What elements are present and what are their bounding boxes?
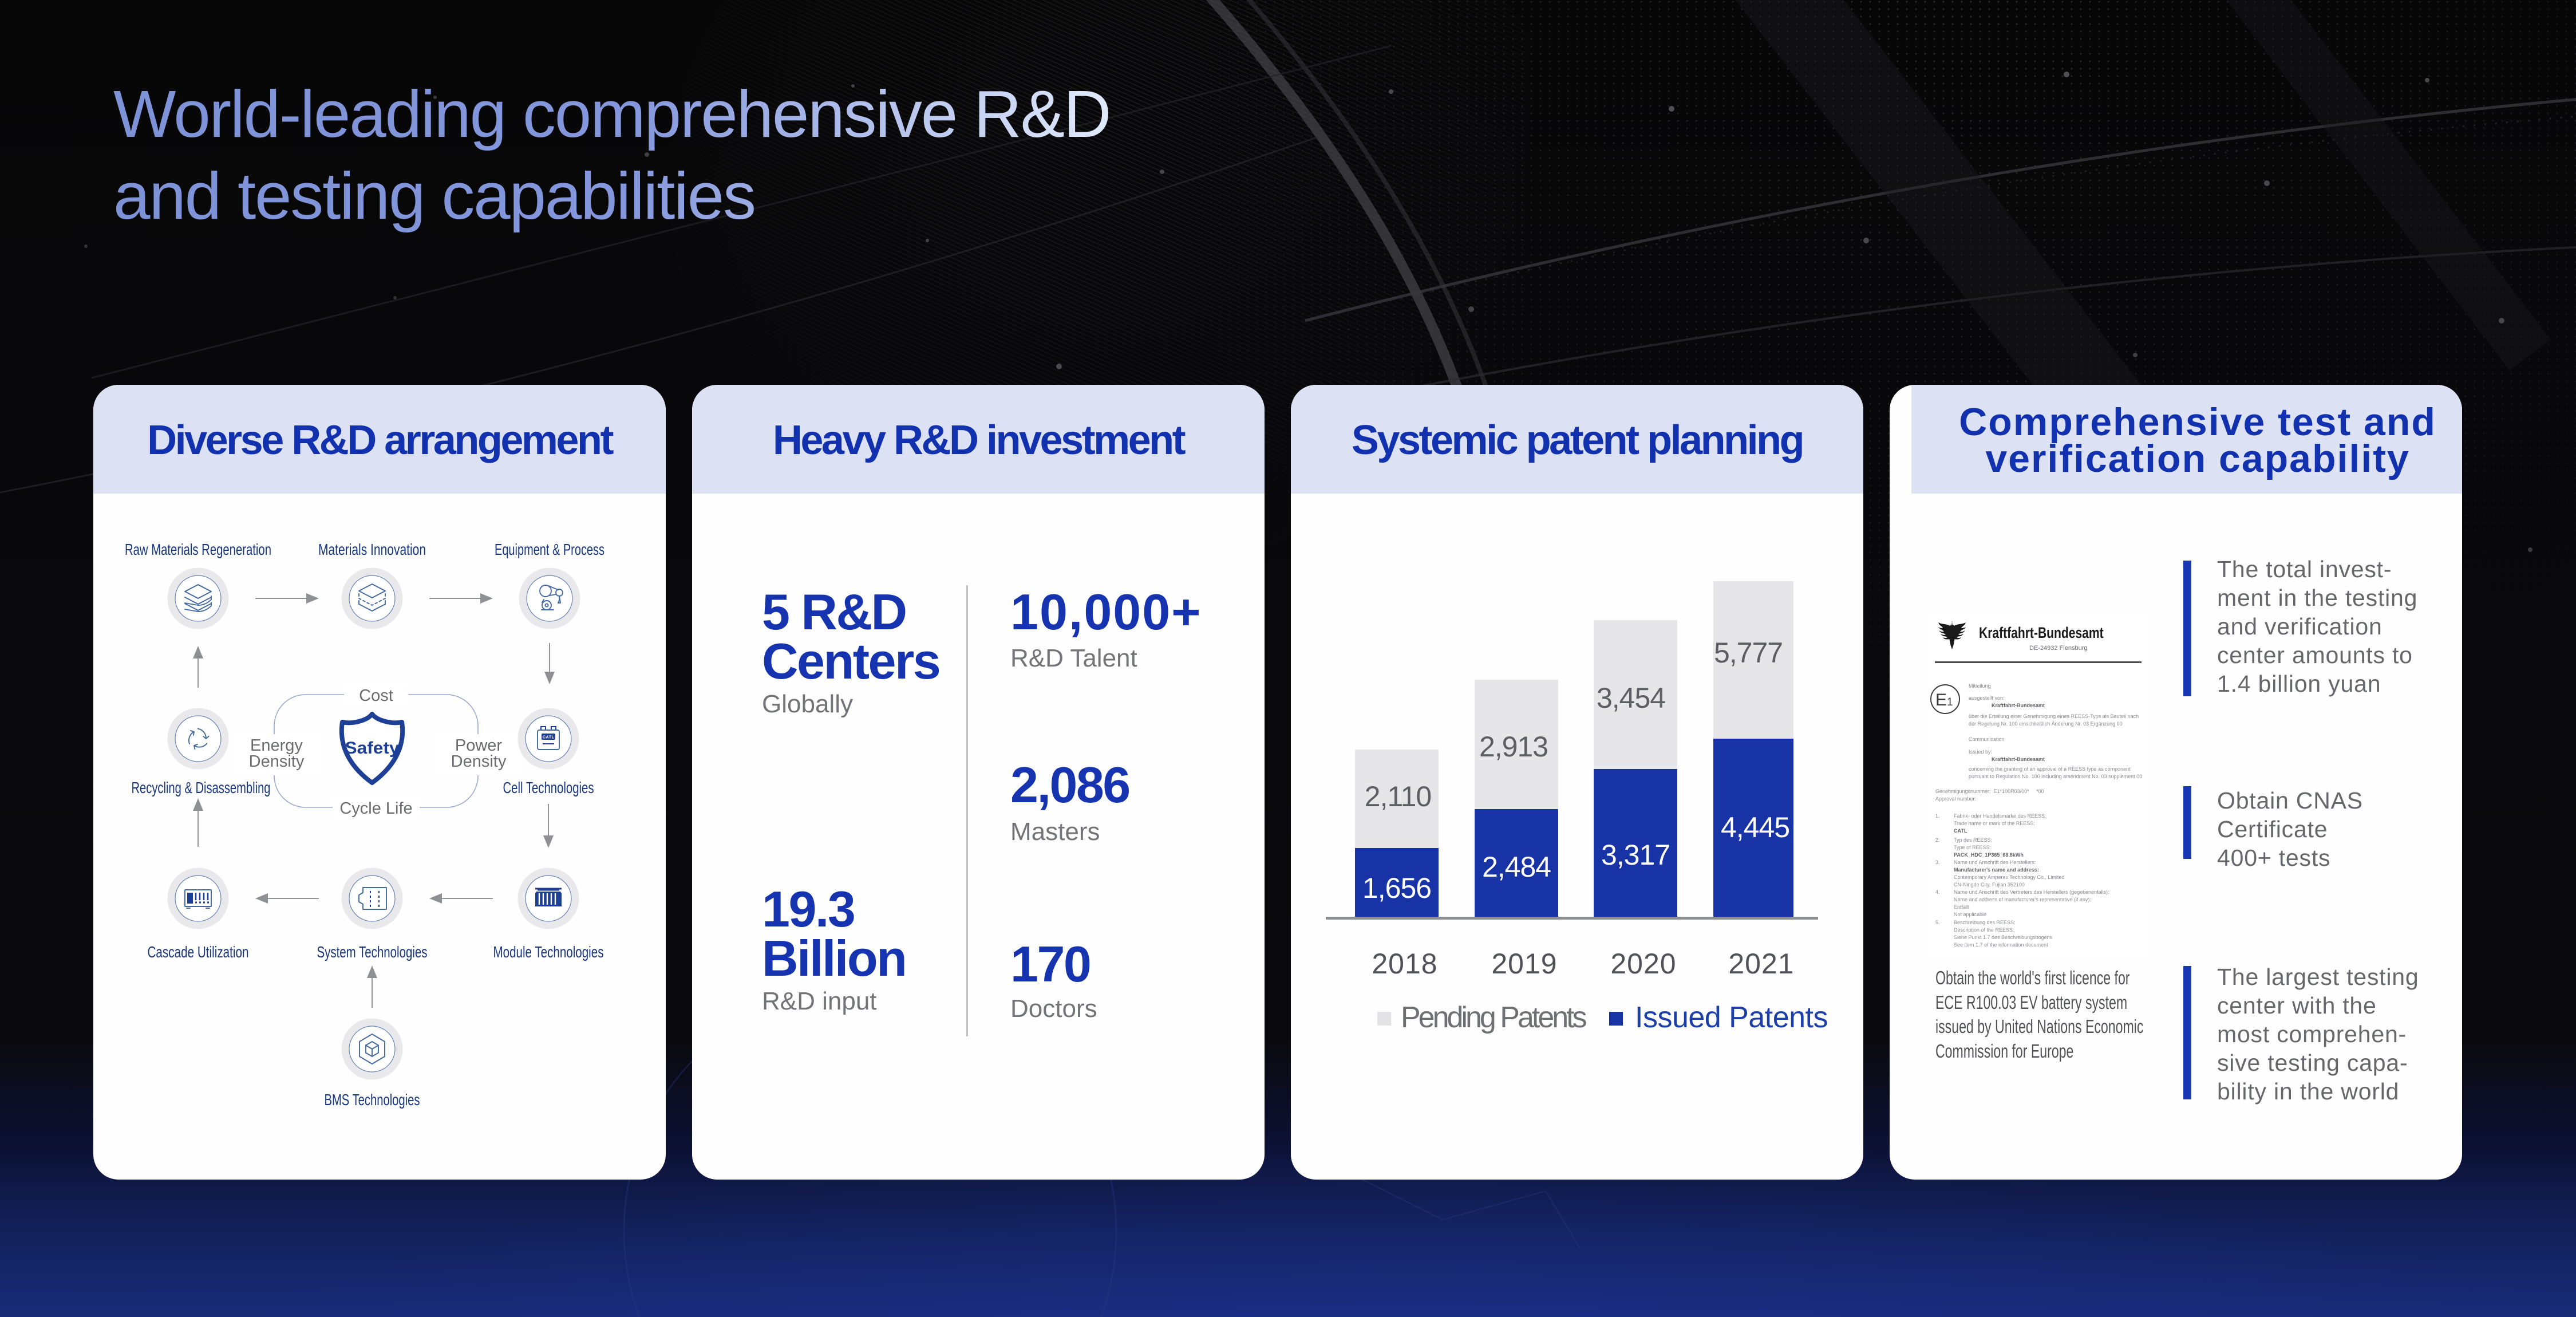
svg-text:Energy: Energy [250, 736, 303, 755]
svg-text:BMS Technologies: BMS Technologies [325, 1091, 420, 1109]
svg-text:Density: Density [249, 752, 305, 771]
svg-text:Materials Innovation: Materials Innovation [318, 541, 426, 558]
svg-text:System Technologies: System Technologies [317, 943, 428, 961]
svg-text:Module Technologies: Module Technologies [493, 943, 604, 961]
svg-text:Raw Materials Regeneration: Raw Materials Regeneration [125, 541, 271, 558]
svg-text:CATL: CATL [543, 735, 555, 740]
svg-text:Equipment & Process: Equipment & Process [495, 541, 605, 558]
svg-text:Recycling & Disassembling: Recycling & Disassembling [132, 779, 271, 796]
svg-text:Cascade Utilization: Cascade Utilization [148, 943, 249, 961]
svg-text:Cycle Life: Cycle Life [339, 799, 412, 818]
svg-text:Cost: Cost [359, 687, 393, 705]
svg-text:Power: Power [455, 736, 503, 755]
svg-text:Cell Technologies: Cell Technologies [503, 779, 594, 796]
svg-text:Safety: Safety [345, 739, 400, 758]
svg-text:Density: Density [451, 752, 507, 771]
